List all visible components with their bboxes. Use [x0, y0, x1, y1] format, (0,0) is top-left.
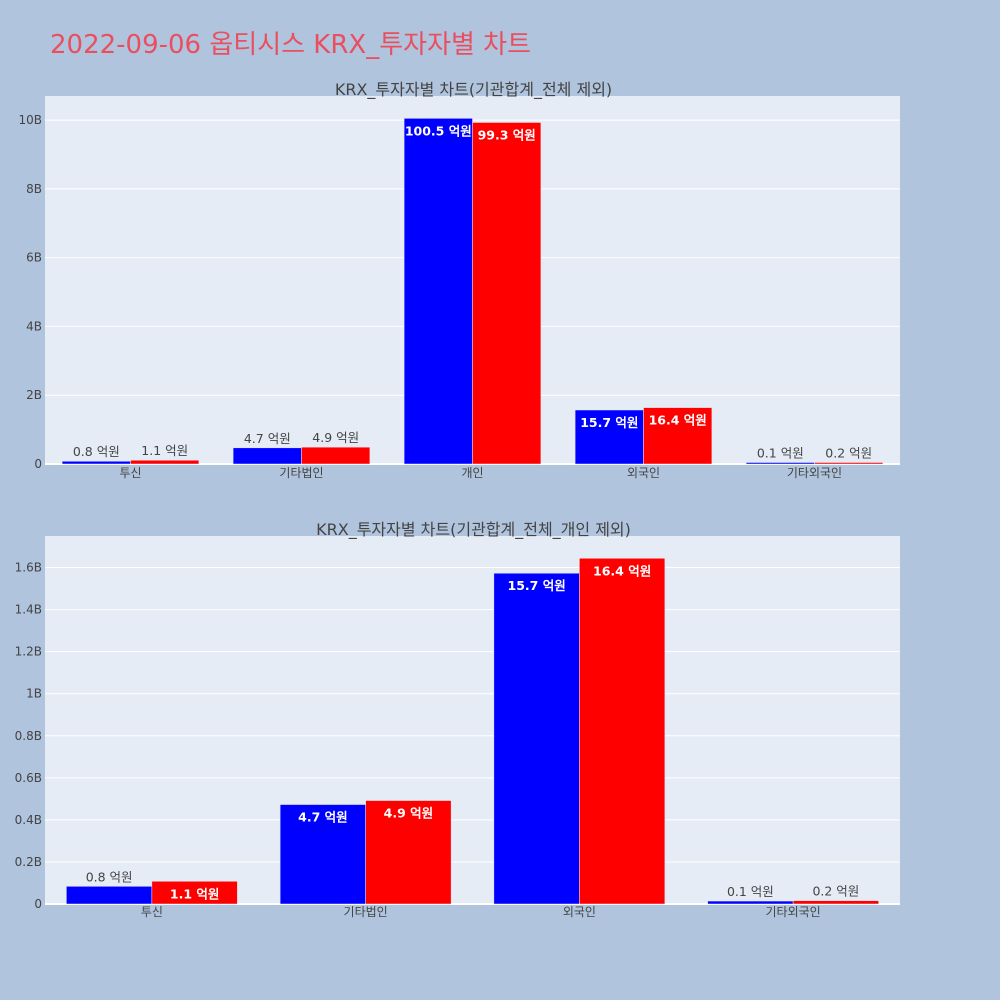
data-label: 99.3 억원 — [478, 127, 536, 142]
bar — [472, 122, 542, 465]
data-label: 16.4 억원 — [649, 413, 707, 428]
bar — [279, 804, 366, 905]
y-tick-label: 0.4B — [15, 813, 42, 827]
x-tick-label: 외국인 — [563, 905, 596, 919]
bar — [579, 558, 666, 905]
y-tick-label: 1B — [26, 687, 42, 701]
y-tick-label: 8B — [26, 182, 42, 196]
data-label: 0.8 억원 — [73, 444, 120, 459]
y-tick-label: 1.2B — [15, 645, 42, 659]
data-label: 16.4 억원 — [593, 563, 651, 578]
x-tick-label: 외국인 — [627, 466, 660, 480]
y-tick-label: 0 — [34, 897, 42, 911]
x-tick-label: 투신 — [119, 466, 141, 480]
data-label: 100.5 억원 — [405, 123, 472, 138]
y-tick-label: 0 — [34, 457, 42, 471]
data-label: 0.8 억원 — [86, 869, 133, 884]
y-tick-label: 1.6B — [15, 561, 42, 575]
x-tick-label: 개인 — [461, 466, 483, 480]
x-tick-label: 기타법인 — [279, 466, 323, 480]
bar — [365, 800, 452, 905]
bar — [643, 407, 713, 465]
data-label: 4.9 억원 — [312, 430, 359, 445]
y-tick-label: 2B — [26, 388, 42, 402]
y-tick-label: 0.8B — [15, 729, 42, 743]
chart-2: 0 0.2B 0.4B 0.6B 0.8B 1B 1.2B 1.4B 1.6B KRX_투자자별 … — [15, 520, 900, 919]
bar — [792, 900, 879, 905]
x-tick-label: 기타외국인 — [787, 466, 842, 480]
y-tick-label: 10B — [18, 113, 42, 127]
bar — [403, 118, 473, 465]
data-label: 15.7 억원 — [508, 578, 566, 593]
page-title: 2022-09-06 옵티시스 KRX_투자자별 차트 — [50, 30, 532, 60]
data-label: 4.7 억원 — [244, 431, 291, 446]
chart-title: KRX_투자자별 차트(기관합계_전체 제외) — [335, 80, 612, 100]
bar — [745, 462, 815, 465]
y-tick-label: 0.2B — [15, 855, 42, 869]
data-label: 1.1 억원 — [170, 886, 220, 901]
y-tick-label: 4B — [26, 319, 42, 333]
plot-area — [45, 536, 900, 904]
chart-1: 0 2B 4B 6B 8B 10B KRX_투자자별 차트(기관합계_전체 제외) 투신 0.8… — [18, 80, 900, 480]
bar — [130, 459, 200, 465]
bar — [66, 886, 153, 905]
y-tick-label: 0.6B — [15, 771, 42, 785]
bar — [707, 900, 794, 905]
bar — [574, 409, 644, 465]
bar — [493, 572, 580, 905]
data-label: 0.1 억원 — [757, 446, 804, 461]
bar — [151, 881, 238, 905]
data-label: 0.2 억원 — [825, 446, 872, 461]
bar — [814, 462, 884, 465]
bar — [232, 447, 302, 465]
data-label: 4.9 억원 — [384, 806, 434, 821]
y-tick-label: 1.4B — [15, 603, 42, 617]
data-label: 0.2 억원 — [812, 884, 859, 899]
data-label: 0.1 억원 — [727, 884, 774, 899]
data-label: 4.7 억원 — [298, 810, 348, 825]
bar — [61, 460, 131, 465]
data-label: 15.7 억원 — [580, 415, 638, 430]
x-tick-label: 기타법인 — [344, 905, 388, 919]
data-label: 1.1 억원 — [141, 443, 188, 458]
chart-title: KRX_투자자별 차트(기관합계_전체_개인 제외) — [316, 520, 631, 540]
x-tick-label: 기타외국인 — [766, 905, 821, 919]
x-tick-label: 투신 — [141, 905, 163, 919]
y-tick-label: 6B — [26, 251, 42, 265]
bar — [301, 446, 371, 465]
